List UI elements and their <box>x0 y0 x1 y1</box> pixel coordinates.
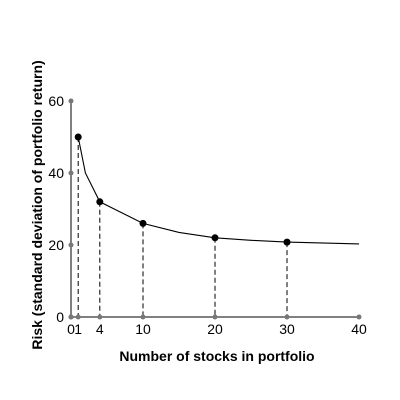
x-tick-marker <box>140 314 146 320</box>
y-ticks: 0 20 40 60 <box>48 93 74 325</box>
x-ticks: 0 1 4 10 20 30 40 <box>67 314 367 337</box>
y-tick-label: 20 <box>48 237 64 253</box>
x-tick-label: 10 <box>135 321 151 337</box>
y-tick-label: 60 <box>48 93 64 109</box>
data-point <box>96 198 104 206</box>
x-tick-label: 0 <box>67 321 75 337</box>
risk-curve-line <box>77 136 360 245</box>
x-tick-marker <box>97 314 103 320</box>
x-axis-title: Number of stocks in portfolio <box>119 348 314 364</box>
data-point <box>211 234 219 242</box>
data-point <box>283 238 291 246</box>
y-tick-marker <box>68 98 74 104</box>
y-tick-marker <box>68 242 74 248</box>
y-axis-title: Risk (standard deviation of portfolio re… <box>29 60 45 349</box>
data-points <box>74 133 291 246</box>
x-tick-label: 20 <box>207 321 223 337</box>
data-point <box>74 133 82 141</box>
x-tick-marker <box>212 314 218 320</box>
x-tick-label: 1 <box>74 321 82 337</box>
drop-lines <box>77 137 288 317</box>
x-tick-marker <box>75 314 81 320</box>
x-tick-label: 30 <box>279 321 295 337</box>
x-tick-marker <box>284 314 290 320</box>
y-tick-marker <box>68 170 74 176</box>
y-tick-label: 40 <box>48 165 64 181</box>
x-tick-marker <box>356 314 362 320</box>
x-tick-label: 4 <box>96 321 104 337</box>
x-tick-label: 40 <box>351 321 367 337</box>
y-tick-label: 0 <box>56 309 64 325</box>
x-tick-marker <box>68 314 74 320</box>
data-point <box>139 219 147 227</box>
